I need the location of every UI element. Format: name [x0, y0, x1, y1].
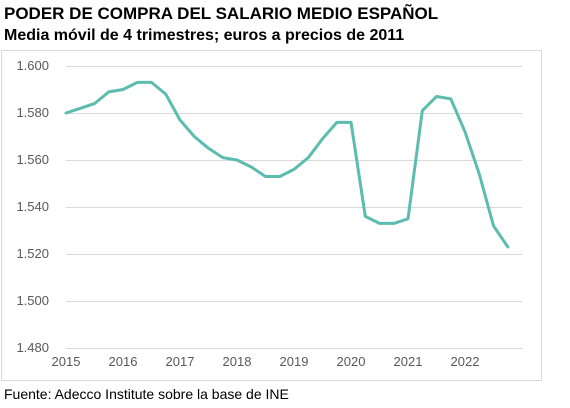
- chart-subtitle: Media móvil de 4 trimestres; euros a pre…: [4, 27, 405, 44]
- x-tick-label: 2016: [109, 354, 138, 369]
- y-tick-label: 1.560: [16, 152, 49, 167]
- chart-title: PODER DE COMPRA DEL SALARIO MEDIO ESPAÑO…: [4, 4, 439, 23]
- x-tick-label: 2017: [166, 354, 195, 369]
- data-point: [321, 137, 324, 141]
- data-point: [292, 168, 296, 171]
- y-axis-ticks: 1.480 1.500 1.520 1.540 1.560 1.580 1.600: [16, 58, 49, 355]
- chart-source: Fuente: Adecco Institute sobre la base d…: [4, 386, 289, 402]
- data-point: [136, 81, 139, 84]
- data-point: [421, 109, 424, 112]
- data-point: [278, 175, 281, 178]
- data-point: [121, 88, 125, 91]
- data-point: [335, 121, 338, 124]
- x-tick-label: 2022: [451, 354, 480, 369]
- data-point: [150, 81, 153, 84]
- data-point: [406, 217, 410, 220]
- series-line: [64, 80, 510, 249]
- chart-frame: [1, 50, 542, 381]
- data-point: [107, 90, 110, 94]
- data-point: [349, 121, 353, 124]
- x-tick-label: 2021: [394, 354, 423, 369]
- x-tick-label: 2020: [337, 354, 366, 369]
- data-point: [392, 222, 395, 225]
- data-point: [178, 118, 182, 122]
- data-point: [435, 95, 438, 98]
- y-tick-label: 1.600: [16, 58, 49, 73]
- data-point: [164, 93, 167, 96]
- y-tick-label: 1.540: [16, 199, 49, 214]
- data-point: [307, 156, 310, 159]
- data-point: [235, 158, 239, 162]
- y-tick-label: 1.480: [16, 340, 49, 355]
- data-point: [64, 111, 68, 115]
- data-point: [93, 102, 96, 105]
- y-tick-label: 1.520: [16, 246, 49, 261]
- data-point: [463, 130, 467, 133]
- data-point: [79, 107, 82, 110]
- x-tick-label: 2018: [223, 354, 252, 369]
- x-tick-label: 2015: [52, 354, 81, 369]
- data-point: [221, 156, 224, 159]
- data-point: [478, 172, 481, 176]
- data-point: [264, 175, 267, 178]
- data-point: [364, 215, 367, 218]
- x-tick-label: 2019: [280, 354, 309, 369]
- data-point: [193, 135, 196, 138]
- data-point: [492, 224, 495, 227]
- x-axis-ticks: 2015 2016 2017 2018 2019 2020 2021 2022: [52, 354, 480, 369]
- y-tick-label: 1.580: [16, 105, 49, 120]
- gridlines: [66, 66, 522, 349]
- data-point: [378, 222, 381, 225]
- data-point: [250, 165, 253, 169]
- data-point: [207, 147, 210, 150]
- y-tick-label: 1.500: [16, 293, 49, 308]
- data-point: [506, 245, 509, 249]
- data-point: [449, 97, 452, 101]
- series-layer: [64, 80, 510, 249]
